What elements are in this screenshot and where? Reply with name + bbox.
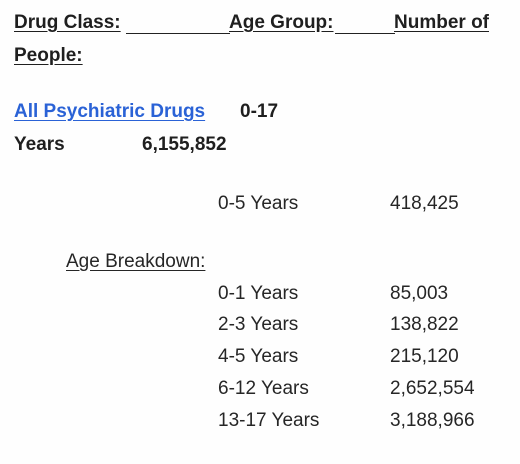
header-divider [126, 33, 230, 34]
breakdown-count: 138,822 [390, 314, 459, 336]
breakdown-count: 2,652,554 [390, 378, 475, 400]
age-range: 0-17 [240, 101, 278, 123]
breakdown-age: 4-5 Years [218, 346, 298, 368]
total-count: 6,155,852 [142, 134, 227, 156]
subgroup-age: 0-5 Years [218, 193, 298, 215]
age-group-header: Age Group: [229, 12, 334, 34]
age-breakdown-title: Age Breakdown: [66, 251, 205, 273]
breakdown-count: 3,188,966 [390, 410, 475, 432]
subgroup-count: 418,425 [390, 193, 459, 215]
number-of-header: Number of [394, 12, 489, 34]
all-psychiatric-drugs-link[interactable]: All Psychiatric Drugs [14, 101, 205, 123]
breakdown-count: 215,120 [390, 346, 459, 368]
drug-class-header: Drug Class: [14, 12, 121, 34]
years-label: Years [14, 134, 65, 156]
breakdown-age: 13-17 Years [218, 410, 319, 432]
breakdown-age: 2-3 Years [218, 314, 298, 336]
people-header: People: [14, 45, 83, 67]
breakdown-age: 0-1 Years [218, 283, 298, 305]
breakdown-count: 85,003 [390, 283, 448, 305]
breakdown-age: 6-12 Years [218, 378, 309, 400]
header-divider [335, 33, 395, 34]
